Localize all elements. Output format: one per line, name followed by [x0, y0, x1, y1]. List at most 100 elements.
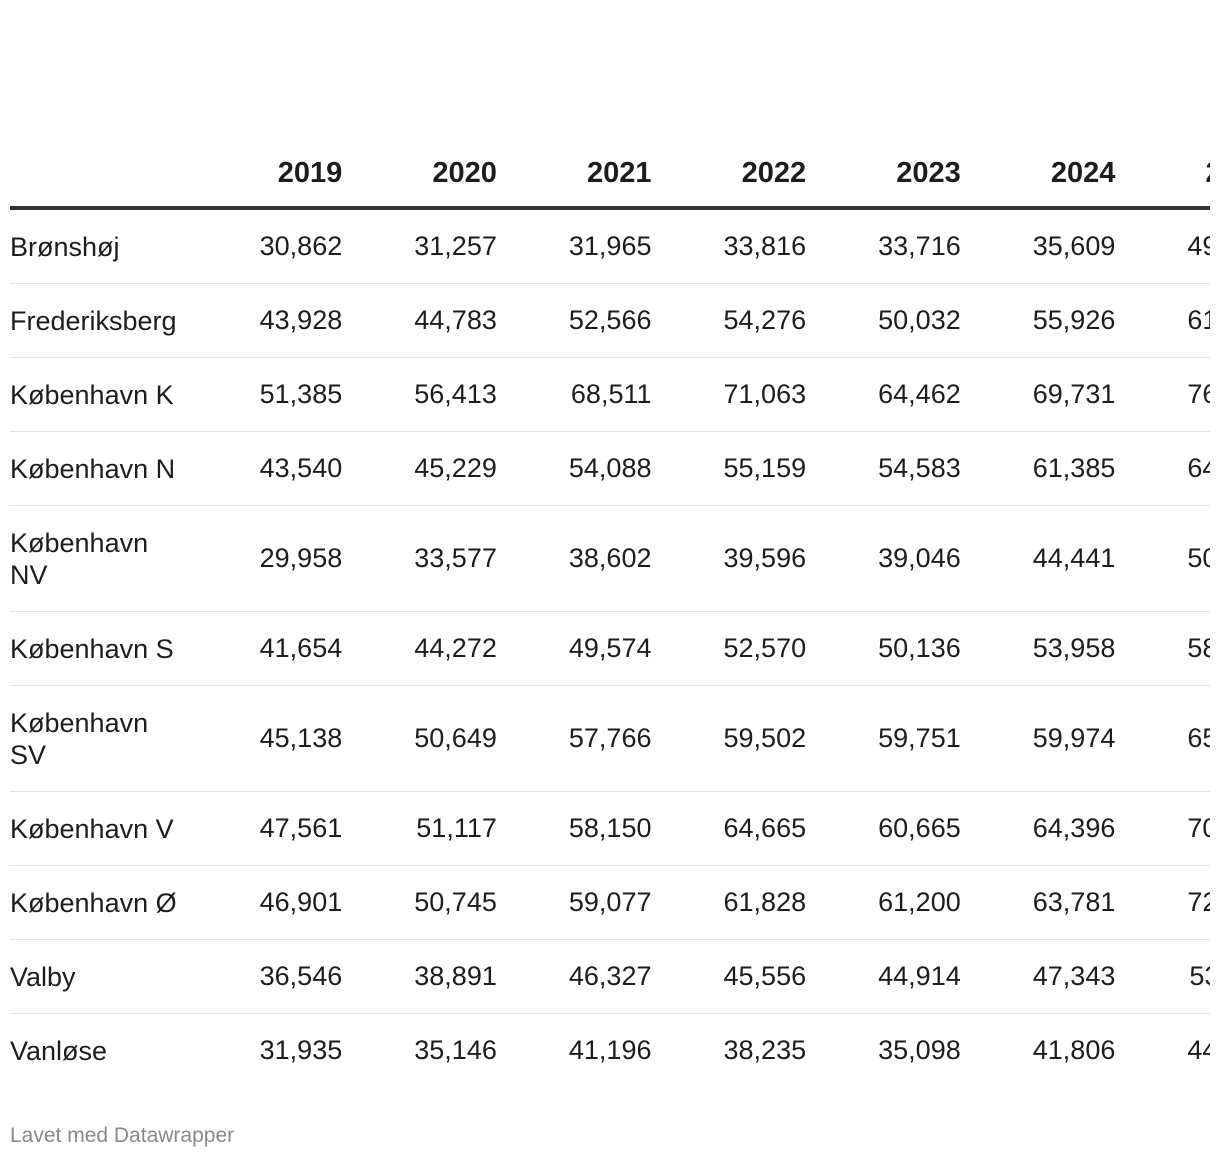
table-cell: 45,138	[187, 685, 343, 792]
table-row-kobenhavn-nv: København NV 29,958 33,577 38,602 39,596…	[10, 505, 1210, 612]
table-cell: 53,958	[960, 611, 1116, 686]
table-row-kobenhavn-n: København N 43,540 45,229 54,088 55,159 …	[10, 431, 1210, 506]
table-cell: 46,901	[187, 865, 343, 940]
table-cell: 33,577	[342, 505, 497, 612]
table-cell: 41,654	[187, 611, 343, 686]
table-cell: 52,570	[651, 611, 807, 686]
table-row-kobenhavn-v: København V 47,561 51,117 58,150 64,665 …	[10, 791, 1210, 866]
table-cell: 71,063	[651, 357, 807, 432]
table-cell: 58,150	[496, 791, 652, 866]
table-cell: 57,766	[496, 685, 652, 792]
table-cell: 72,283	[1115, 865, 1210, 940]
column-header-2019[interactable]: 2019	[187, 140, 343, 210]
table-cell: 58,442	[1115, 611, 1210, 686]
data-table: 2019 2020 2021 2022 2023 2024 2025 Brøns…	[10, 140, 1210, 1087]
table-cell: 69,731	[960, 357, 1116, 432]
table-cell: 33,816	[651, 208, 807, 284]
table-cell: 50,745	[342, 865, 497, 940]
table-cell: 54,583	[806, 431, 961, 506]
table-cell: 76,996	[1115, 357, 1210, 432]
table-cell: 50,649	[342, 685, 497, 792]
row-label: København NV	[10, 505, 188, 612]
table-cell: 43,540	[187, 431, 343, 506]
table-cell: 45,556	[651, 939, 807, 1014]
table-row-frederiksberg: Frederiksberg 43,928 44,783 52,566 54,27…	[10, 283, 1210, 358]
row-label: Brønshøj	[10, 208, 188, 284]
table-cell: 31,935	[259, 1035, 343, 1065]
table-cell: 38,602	[496, 505, 652, 612]
table-cell: 33,716	[806, 208, 961, 284]
datawrapper-credit[interactable]: Lavet med Datawrapper	[10, 1124, 235, 1147]
table-cell: 61,828	[651, 865, 807, 940]
table-cell: 35,098	[878, 1035, 961, 1065]
table-cell: 54,088	[496, 431, 652, 506]
table-row-kobenhavn-sv: København SV 45,138 50,649 57,766 59,502…	[10, 685, 1210, 792]
table-cell: 35,146	[414, 1035, 497, 1065]
table-cell: 59,502	[651, 685, 807, 792]
table-cell: 59,974	[960, 685, 1116, 792]
table-cell: 70,852	[1115, 791, 1210, 866]
table-cell: 30,862	[187, 208, 343, 284]
table-row-kobenhavn-o: København Ø 46,901 50,745 59,077 61,828 …	[10, 865, 1210, 940]
table-cell: 60,665	[806, 791, 961, 866]
row-label: København S	[10, 611, 188, 686]
table-cell: 63,781	[960, 865, 1116, 940]
table-row-kobenhavn-s: København S 41,654 44,272 49,574 52,570 …	[10, 611, 1210, 686]
table-cell: 44,272	[342, 611, 497, 686]
table-cell: 51,117	[342, 791, 497, 866]
column-header-2020[interactable]: 2020	[342, 140, 497, 210]
table-cell: 44,914	[806, 939, 961, 1014]
table-cell: 43,928	[187, 283, 343, 358]
table-cell: 39,046	[806, 505, 961, 612]
table-cell: 61,942	[1115, 283, 1210, 358]
table-cell: 56,413	[342, 357, 497, 432]
row-label: København Ø	[10, 865, 188, 940]
column-header-2023[interactable]: 2023	[806, 140, 961, 210]
table-cell: 47,343	[960, 939, 1116, 1014]
column-header-2022[interactable]: 2022	[651, 140, 807, 210]
row-label-header	[10, 140, 188, 210]
table-cell: 52,566	[496, 283, 652, 358]
table-cell: 41,806	[1032, 1035, 1116, 1065]
table-cell: 50,136	[806, 611, 961, 686]
table-cell: 53,211	[1115, 939, 1210, 1014]
header-row: 2019 2020 2021 2022 2023 2024 2025	[10, 140, 1210, 210]
column-header-2021[interactable]: 2021	[496, 140, 652, 210]
table-row-bronshoj: Brønshøj 30,862 31,257 31,965 33,816 33,…	[10, 208, 1210, 284]
table-cell: 49,574	[496, 611, 652, 686]
row-label: Vanløse	[10, 1035, 108, 1066]
table-cell: 64,396	[960, 791, 1116, 866]
table-cell: 64,986	[1115, 431, 1210, 506]
column-header-2024[interactable]: 2024	[960, 140, 1116, 210]
table-cell: 65,828	[1115, 685, 1210, 792]
row-label: Valby	[10, 939, 188, 1014]
table-row-vanlose: Vanløse 31,935 35,146 41,196 38,235 35,0…	[10, 1014, 1210, 1088]
row-label: København N	[10, 431, 188, 506]
table-cell: 36,546	[187, 939, 343, 1014]
table-cell: 31,965	[496, 208, 652, 284]
data-table-container: 2019 2020 2021 2022 2023 2024 2025 Brøns…	[10, 140, 1210, 1087]
row-label: København K	[10, 357, 188, 432]
table-cell: 61,385	[960, 431, 1116, 506]
table-cell: 50,032	[806, 283, 961, 358]
table-cell: 64,665	[651, 791, 807, 866]
table-cell: 44,441	[960, 505, 1116, 612]
table-cell: 49,132	[1115, 208, 1210, 284]
table-cell: 55,159	[651, 431, 807, 506]
table-cell: 41,196	[568, 1035, 652, 1065]
column-header-2025[interactable]: 2025	[1115, 140, 1210, 210]
table-cell: 61,200	[806, 865, 961, 940]
table-cell: 38,891	[342, 939, 497, 1014]
table-cell: 54,276	[651, 283, 807, 358]
table-cell: 44,783	[342, 283, 497, 358]
row-label: Frederiksberg	[10, 283, 188, 358]
table-cell: 59,077	[496, 865, 652, 940]
table-row-kobenhavn-k: København K 51,385 56,413 68,511 71,063 …	[10, 357, 1210, 432]
table-cell: 47,561	[187, 791, 343, 866]
row-label: København V	[10, 791, 188, 866]
table-cell: 38,235	[723, 1035, 807, 1065]
table-cell: 46,327	[496, 939, 652, 1014]
table-cell: 45,229	[342, 431, 497, 506]
table-cell: 44,596	[1187, 1035, 1210, 1065]
row-label: København SV	[10, 685, 188, 792]
